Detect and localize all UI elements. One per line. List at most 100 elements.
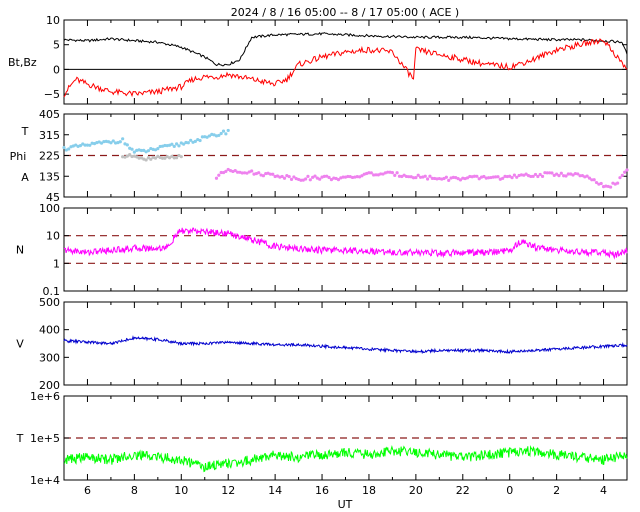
y-tick-label: 315 bbox=[39, 129, 60, 142]
y-axis-label: Bt,Bz bbox=[8, 56, 37, 69]
data-point bbox=[423, 174, 427, 178]
data-point bbox=[379, 172, 383, 176]
series-line-temp bbox=[63, 444, 628, 473]
data-point bbox=[529, 174, 533, 179]
data-point bbox=[245, 171, 249, 175]
x-axis-label: UT bbox=[338, 498, 353, 511]
data-point bbox=[175, 142, 179, 146]
data-point bbox=[494, 175, 498, 179]
data-point bbox=[393, 173, 397, 177]
data-point bbox=[562, 174, 566, 178]
data-point bbox=[576, 172, 580, 176]
data-point bbox=[306, 174, 310, 178]
data-point bbox=[531, 174, 535, 178]
series-line-bt bbox=[63, 31, 628, 67]
data-point bbox=[217, 133, 221, 138]
data-point bbox=[355, 175, 359, 179]
data-point bbox=[311, 175, 315, 179]
data-point bbox=[594, 180, 599, 185]
data-point bbox=[282, 176, 287, 180]
data-point bbox=[430, 176, 434, 181]
y-tick-label: 1e+4 bbox=[30, 474, 60, 487]
data-point bbox=[221, 129, 226, 133]
data-point bbox=[329, 178, 334, 182]
data-point bbox=[519, 173, 524, 177]
x-tick-label: 22 bbox=[456, 484, 470, 497]
data-point bbox=[411, 176, 416, 180]
series-theta bbox=[62, 128, 230, 154]
data-point bbox=[484, 176, 488, 180]
x-tick-label: 6 bbox=[84, 484, 91, 497]
data-point bbox=[226, 167, 230, 172]
data-point bbox=[130, 147, 134, 151]
data-point bbox=[545, 171, 549, 175]
data-point bbox=[268, 172, 273, 176]
y-axis-label: T bbox=[16, 432, 24, 445]
data-point bbox=[390, 170, 395, 175]
data-point bbox=[172, 156, 176, 160]
data-point bbox=[571, 173, 575, 177]
data-point bbox=[139, 156, 144, 160]
data-point bbox=[505, 174, 509, 179]
data-point bbox=[400, 174, 404, 179]
x-tick-label: 18 bbox=[362, 484, 376, 497]
data-point bbox=[360, 174, 364, 178]
data-point bbox=[224, 169, 228, 173]
data-point bbox=[472, 174, 477, 178]
data-point bbox=[416, 173, 420, 177]
data-point bbox=[587, 176, 592, 180]
y-axis-label: Phi bbox=[10, 150, 27, 163]
data-point bbox=[608, 185, 613, 189]
data-point bbox=[475, 174, 479, 178]
y-tick-label: −5 bbox=[44, 88, 60, 101]
data-point bbox=[156, 147, 160, 151]
data-point bbox=[233, 169, 237, 173]
data-point bbox=[501, 176, 505, 180]
y-tick-label: 0 bbox=[53, 63, 60, 76]
data-point bbox=[318, 177, 322, 181]
data-point bbox=[510, 176, 514, 180]
data-point bbox=[114, 141, 118, 145]
y-tick-label: 135 bbox=[39, 170, 60, 183]
data-point bbox=[573, 171, 577, 176]
data-point bbox=[414, 175, 418, 180]
data-point bbox=[564, 174, 568, 178]
data-point bbox=[163, 156, 167, 160]
data-point bbox=[418, 175, 423, 179]
data-point bbox=[165, 144, 169, 148]
data-point bbox=[616, 181, 620, 185]
data-point bbox=[468, 174, 472, 179]
data-point bbox=[170, 142, 174, 146]
data-point bbox=[189, 138, 193, 142]
data-point bbox=[625, 168, 629, 172]
data-point bbox=[182, 142, 186, 146]
data-point bbox=[146, 156, 151, 160]
data-point bbox=[555, 172, 559, 176]
data-point bbox=[458, 178, 463, 182]
series-line-speed bbox=[63, 335, 628, 355]
data-point bbox=[590, 178, 594, 182]
y-tick-label: 1e+6 bbox=[30, 390, 60, 403]
data-point bbox=[125, 154, 129, 158]
data-point bbox=[74, 143, 78, 147]
data-point bbox=[207, 134, 212, 138]
data-point bbox=[578, 174, 582, 178]
data-point bbox=[121, 155, 125, 159]
data-point bbox=[552, 173, 556, 177]
data-point bbox=[153, 156, 158, 160]
data-point bbox=[135, 155, 139, 159]
data-point bbox=[444, 175, 448, 179]
data-point bbox=[547, 171, 552, 175]
data-point bbox=[205, 135, 209, 139]
data-point bbox=[341, 175, 345, 179]
y-tick-label: 100 bbox=[39, 202, 60, 215]
data-point bbox=[240, 171, 244, 175]
data-point bbox=[442, 176, 446, 181]
data-point bbox=[336, 178, 341, 182]
x-tick-label: 10 bbox=[174, 484, 188, 497]
data-point bbox=[198, 138, 202, 143]
series-phi_pre bbox=[121, 152, 183, 162]
data-point bbox=[292, 175, 296, 179]
y-tick-label: 405 bbox=[39, 108, 60, 121]
